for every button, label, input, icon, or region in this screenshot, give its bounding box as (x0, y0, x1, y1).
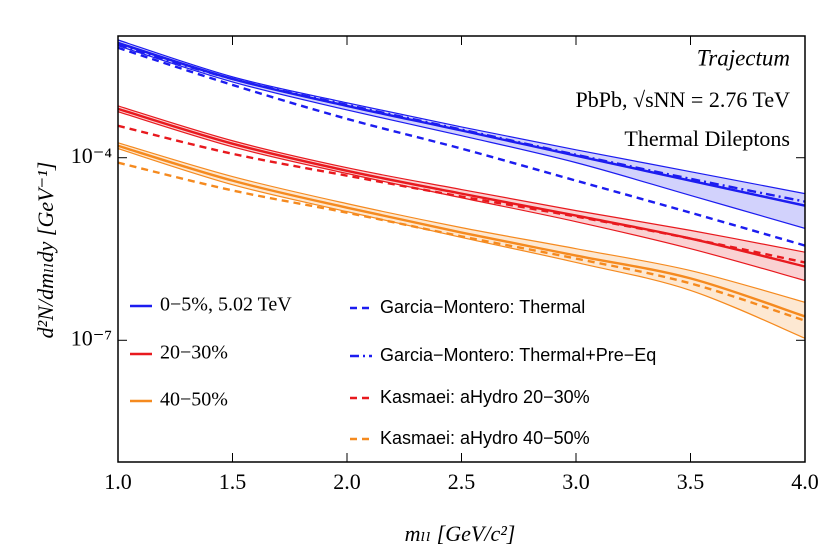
band-edge (118, 39, 805, 195)
band-edge (118, 105, 805, 253)
y-tick-label: 10⁻⁷ (71, 325, 112, 350)
band-edge (118, 142, 805, 303)
x-tick-label: 1.0 (104, 469, 132, 494)
legend-label: 0−5%, 5.02 TeV (160, 294, 292, 316)
annotation: Trajectum (697, 45, 790, 70)
line (118, 107, 805, 268)
y-axis-label: d²N/dmₗₗdy [GeV⁻¹] (33, 162, 58, 339)
annotation: Thermal Dileptons (624, 126, 790, 151)
legend-label: Garcia−Montero: Thermal (380, 297, 585, 317)
y-tick-label: 10⁻⁴ (71, 143, 113, 168)
legend-label: Kasmaei: aHydro 40−50% (380, 428, 590, 448)
annotation: PbPb, √sNN = 2.76 TeV (576, 87, 791, 112)
x-tick-label: 2.5 (448, 469, 476, 494)
legend-label: 20−30% (160, 342, 228, 364)
x-tick-label: 3.5 (677, 469, 705, 494)
legend-label: Kasmaei: aHydro 20−30% (380, 387, 590, 407)
band (118, 39, 805, 229)
x-axis-label: mₗₗ [GeV/c²] (405, 521, 516, 546)
line (118, 124, 805, 264)
plot-area (118, 39, 805, 339)
band (118, 142, 805, 339)
line (118, 144, 805, 318)
legend-label: Garcia−Montero: Thermal+Pre−Eq (380, 345, 656, 365)
x-tick-label: 2.0 (333, 469, 361, 494)
line (118, 161, 805, 322)
x-tick-label: 1.5 (219, 469, 247, 494)
band-edge (118, 45, 805, 229)
line (118, 43, 805, 203)
x-tick-label: 4.0 (791, 469, 819, 494)
x-tick-label: 3.0 (562, 469, 590, 494)
legend-label: 40−50% (160, 389, 228, 411)
line (118, 46, 805, 247)
